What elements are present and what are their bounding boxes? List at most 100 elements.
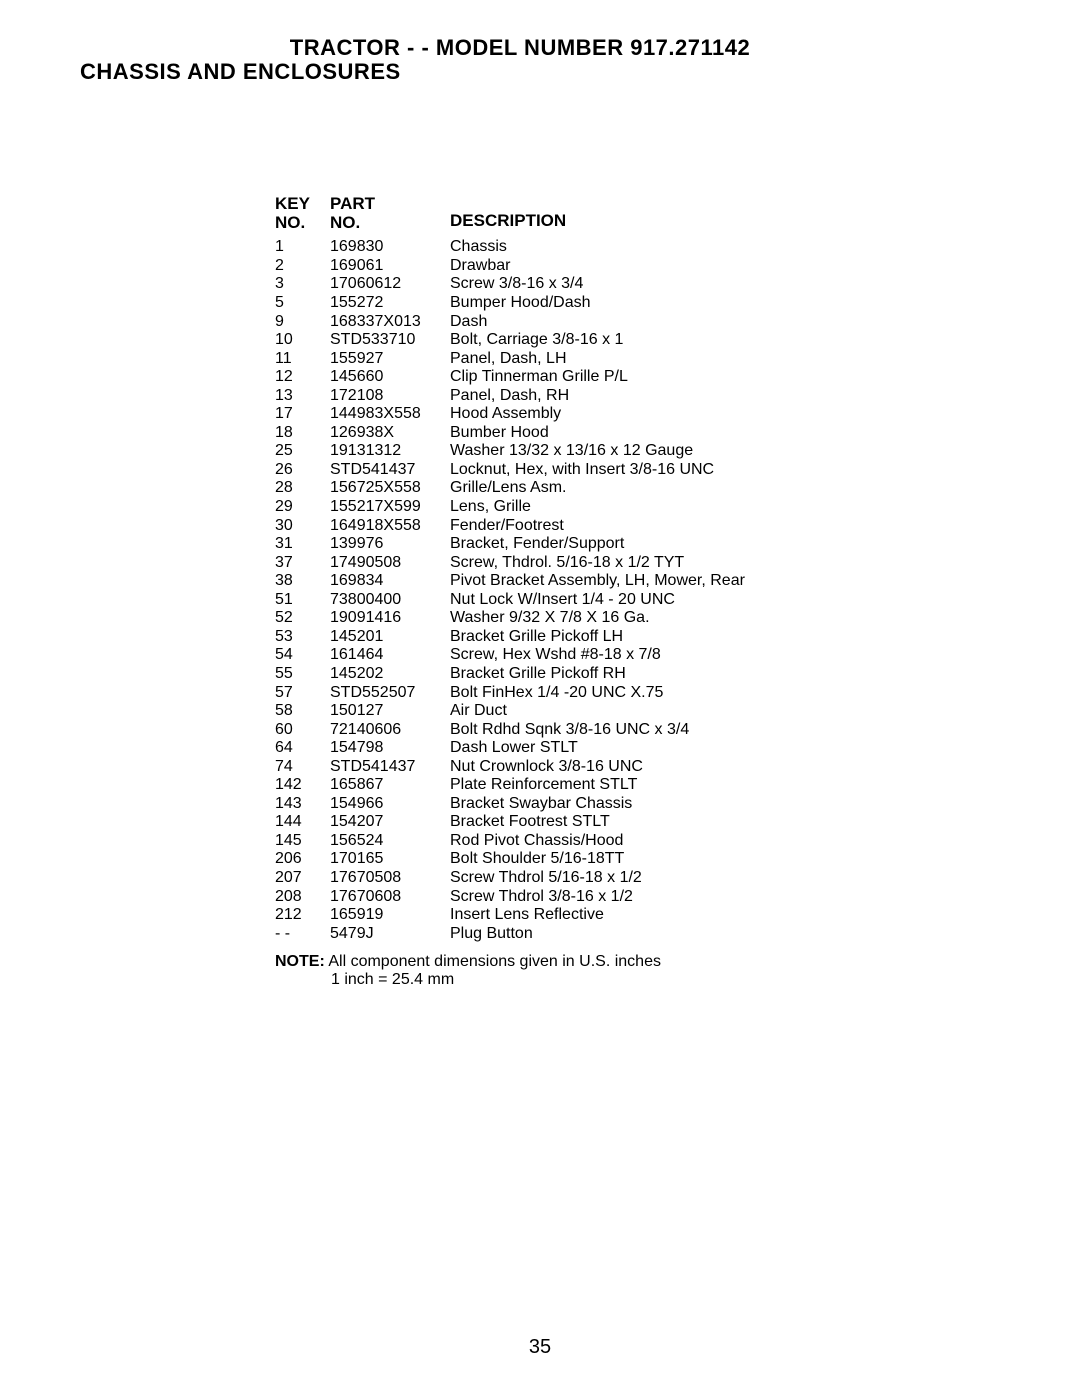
cell-part: 17670508: [330, 869, 450, 888]
cell-key: 144: [275, 813, 330, 832]
cell-key: 5: [275, 294, 330, 313]
col-header-part-top: PART: [330, 195, 450, 214]
cell-desc: Rod Pivot Chassis/Hood: [450, 832, 1000, 851]
cell-part: STD541437: [330, 758, 450, 777]
cell-desc: Hood Assembly: [450, 405, 1000, 424]
cell-desc: Bracket Grille Pickoff RH: [450, 665, 1000, 684]
cell-part: 73800400: [330, 591, 450, 610]
title-block: TRACTOR - - MODEL NUMBER 917.271142: [40, 35, 1000, 61]
cell-desc: Washer 9/32 X 7/8 X 16 Ga.: [450, 609, 1000, 628]
cell-part: 164918X558: [330, 517, 450, 536]
cell-key: 18: [275, 424, 330, 443]
cell-desc: Panel, Dash, RH: [450, 387, 1000, 406]
cell-part: 165919: [330, 906, 450, 925]
cell-part: 169061: [330, 257, 450, 276]
cell-key: 74: [275, 758, 330, 777]
cell-part: 155217X599: [330, 498, 450, 517]
cell-key: 212: [275, 906, 330, 925]
cell-part: 139976: [330, 535, 450, 554]
table-row: 143154966Bracket Swaybar Chassis: [275, 795, 1000, 814]
table-row: 58150127Air Duct: [275, 702, 1000, 721]
cell-part: 17670608: [330, 888, 450, 907]
cell-key: 38: [275, 572, 330, 591]
cell-desc: Lens, Grille: [450, 498, 1000, 517]
col-header-key-bottom: NO.: [275, 213, 305, 232]
cell-part: 156725X558: [330, 479, 450, 498]
cell-key: 60: [275, 721, 330, 740]
table-row: 3717490508Screw, Thdrol. 5/16-18 x 1/2 T…: [275, 554, 1000, 573]
table-row: 212165919Insert Lens Reflective: [275, 906, 1000, 925]
cell-desc: Insert Lens Reflective: [450, 906, 1000, 925]
cell-desc: Screw Thdrol 3/8-16 x 1/2: [450, 888, 1000, 907]
table-row: 57STD552507Bolt FinHex 1/4 -20 UNC X.75: [275, 684, 1000, 703]
cell-part: 156524: [330, 832, 450, 851]
table-row: 30164918X558Fender/Footrest: [275, 517, 1000, 536]
cell-key: 57: [275, 684, 330, 703]
table-row: 20817670608Screw Thdrol 3/8-16 x 1/2: [275, 888, 1000, 907]
cell-desc: Screw 3/8-16 x 3/4: [450, 275, 1000, 294]
cell-desc: Nut Crownlock 3/8-16 UNC: [450, 758, 1000, 777]
cell-key: 9: [275, 313, 330, 332]
table-row: 17144983X558Hood Assembly: [275, 405, 1000, 424]
col-header-desc-label: DESCRIPTION: [450, 211, 566, 230]
cell-desc: Fender/Footrest: [450, 517, 1000, 536]
col-header-key: KEY NO.: [275, 195, 330, 232]
cell-desc: Bolt Rdhd Sqnk 3/8-16 UNC x 3/4: [450, 721, 1000, 740]
table-row: - -5479JPlug Button: [275, 925, 1000, 944]
cell-part: 72140606: [330, 721, 450, 740]
cell-key: 208: [275, 888, 330, 907]
col-header-part: PART NO.: [330, 195, 450, 232]
table-row: 142165867Plate Reinforcement STLT: [275, 776, 1000, 795]
cell-desc: Air Duct: [450, 702, 1000, 721]
cell-desc: Plate Reinforcement STLT: [450, 776, 1000, 795]
cell-part: STD541437: [330, 461, 450, 480]
cell-key: 143: [275, 795, 330, 814]
table-row: 5173800400Nut Lock W/Insert 1/4 - 20 UNC: [275, 591, 1000, 610]
cell-key: 55: [275, 665, 330, 684]
table-row: 5155272Bumper Hood/Dash: [275, 294, 1000, 313]
cell-desc: Bracket, Fender/Support: [450, 535, 1000, 554]
cell-desc: Plug Button: [450, 925, 1000, 944]
cell-part: 150127: [330, 702, 450, 721]
table-row: 31139976Bracket, Fender/Support: [275, 535, 1000, 554]
cell-desc: Bracket Grille Pickoff LH: [450, 628, 1000, 647]
cell-part: 145660: [330, 368, 450, 387]
table-row: 13172108Panel, Dash, RH: [275, 387, 1000, 406]
cell-desc: Clip Tinnerman Grille P/L: [450, 368, 1000, 387]
cell-desc: Screw, Hex Wshd #8-18 x 7/8: [450, 646, 1000, 665]
page: TRACTOR - - MODEL NUMBER 917.271142 CHAS…: [0, 0, 1080, 1394]
cell-part: 170165: [330, 850, 450, 869]
cell-key: 25: [275, 442, 330, 461]
cell-part: 155272: [330, 294, 450, 313]
cell-key: 142: [275, 776, 330, 795]
cell-key: 145: [275, 832, 330, 851]
cell-desc: Screw, Thdrol. 5/16-18 x 1/2 TYT: [450, 554, 1000, 573]
table-row: 2519131312Washer 13/32 x 13/16 x 12 Gaug…: [275, 442, 1000, 461]
col-header-desc: DESCRIPTION: [450, 195, 1000, 232]
cell-part: 165867: [330, 776, 450, 795]
table-row: 26STD541437Locknut, Hex, with Insert 3/8…: [275, 461, 1000, 480]
table-row: 54161464Screw, Hex Wshd #8-18 x 7/8: [275, 646, 1000, 665]
cell-part: 169834: [330, 572, 450, 591]
cell-key: 52: [275, 609, 330, 628]
cell-part: 155927: [330, 350, 450, 369]
cell-desc: Pivot Bracket Assembly, LH, Mower, Rear: [450, 572, 1000, 591]
table-body: 1169830Chassis2169061Drawbar317060612Scr…: [275, 238, 1000, 943]
table-row: 55145202Bracket Grille Pickoff RH: [275, 665, 1000, 684]
page-number: 35: [0, 1336, 1080, 1359]
cell-part: 168337X013: [330, 313, 450, 332]
cell-desc: Bumper Hood/Dash: [450, 294, 1000, 313]
cell-desc: Bolt, Carriage 3/8-16 x 1: [450, 331, 1000, 350]
note-label: NOTE:: [275, 953, 325, 970]
table-row: 12145660Clip Tinnerman Grille P/L: [275, 368, 1000, 387]
table-row: 29155217X599Lens, Grille: [275, 498, 1000, 517]
cell-desc: Chassis: [450, 238, 1000, 257]
table-row: 144154207Bracket Footrest STLT: [275, 813, 1000, 832]
cell-desc: Locknut, Hex, with Insert 3/8-16 UNC: [450, 461, 1000, 480]
cell-desc: Dash: [450, 313, 1000, 332]
cell-part: STD533710: [330, 331, 450, 350]
cell-desc: Nut Lock W/Insert 1/4 - 20 UNC: [450, 591, 1000, 610]
table-row: 6072140606Bolt Rdhd Sqnk 3/8-16 UNC x 3/…: [275, 721, 1000, 740]
cell-desc: Bolt Shoulder 5/16-18TT: [450, 850, 1000, 869]
cell-key: 207: [275, 869, 330, 888]
